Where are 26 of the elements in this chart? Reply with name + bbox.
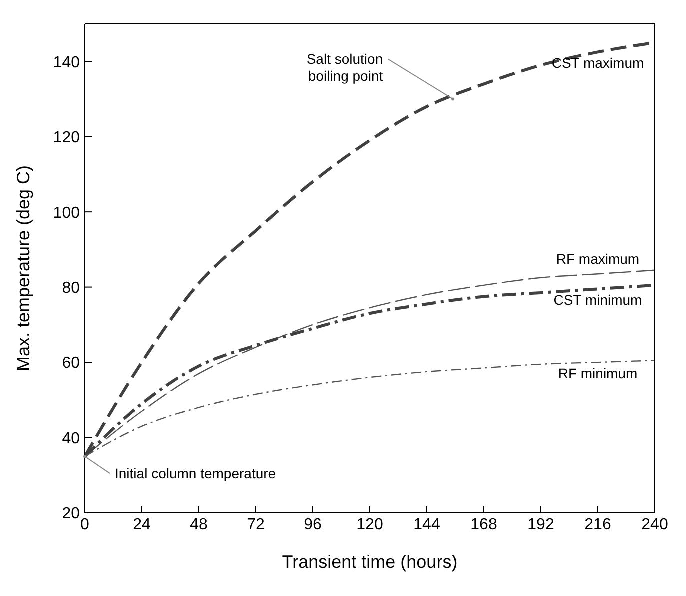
series-label: RF minimum: [558, 366, 638, 382]
y-tick-label: 20: [62, 506, 80, 523]
y-tick-label: 100: [53, 204, 80, 222]
y-tick-label: 40: [62, 430, 80, 448]
x-tick-label: 192: [528, 516, 554, 534]
x-tick-label: 48: [190, 516, 208, 534]
y-tick-label: 60: [62, 355, 80, 372]
y-axis-title: Max. temperature (deg C): [13, 165, 34, 372]
x-tick-label: 72: [247, 516, 265, 534]
x-tick-label: 24: [133, 516, 151, 534]
x-tick-label: 240: [642, 516, 668, 534]
x-tick-label: 0: [80, 516, 90, 534]
x-tick-label: 96: [304, 516, 322, 534]
x-tick-label: 216: [584, 516, 612, 534]
x-tick-label: 168: [470, 516, 498, 534]
series-label: RF maximum: [556, 251, 640, 268]
annotation: Initial column temperature: [115, 466, 276, 482]
y-tick-label: 140: [53, 54, 80, 72]
y-tick-label: 120: [53, 130, 80, 147]
x-tick-label: 120: [356, 516, 384, 534]
series-label: CST minimum: [554, 292, 642, 308]
annotation: Salt solution boiling point: [306, 51, 384, 84]
x-tick-label: 144: [414, 516, 440, 534]
series-label: CST maximum: [552, 55, 644, 72]
x-axis-title: Transient time (hours): [282, 552, 458, 572]
y-tick-label: 80: [62, 280, 80, 297]
